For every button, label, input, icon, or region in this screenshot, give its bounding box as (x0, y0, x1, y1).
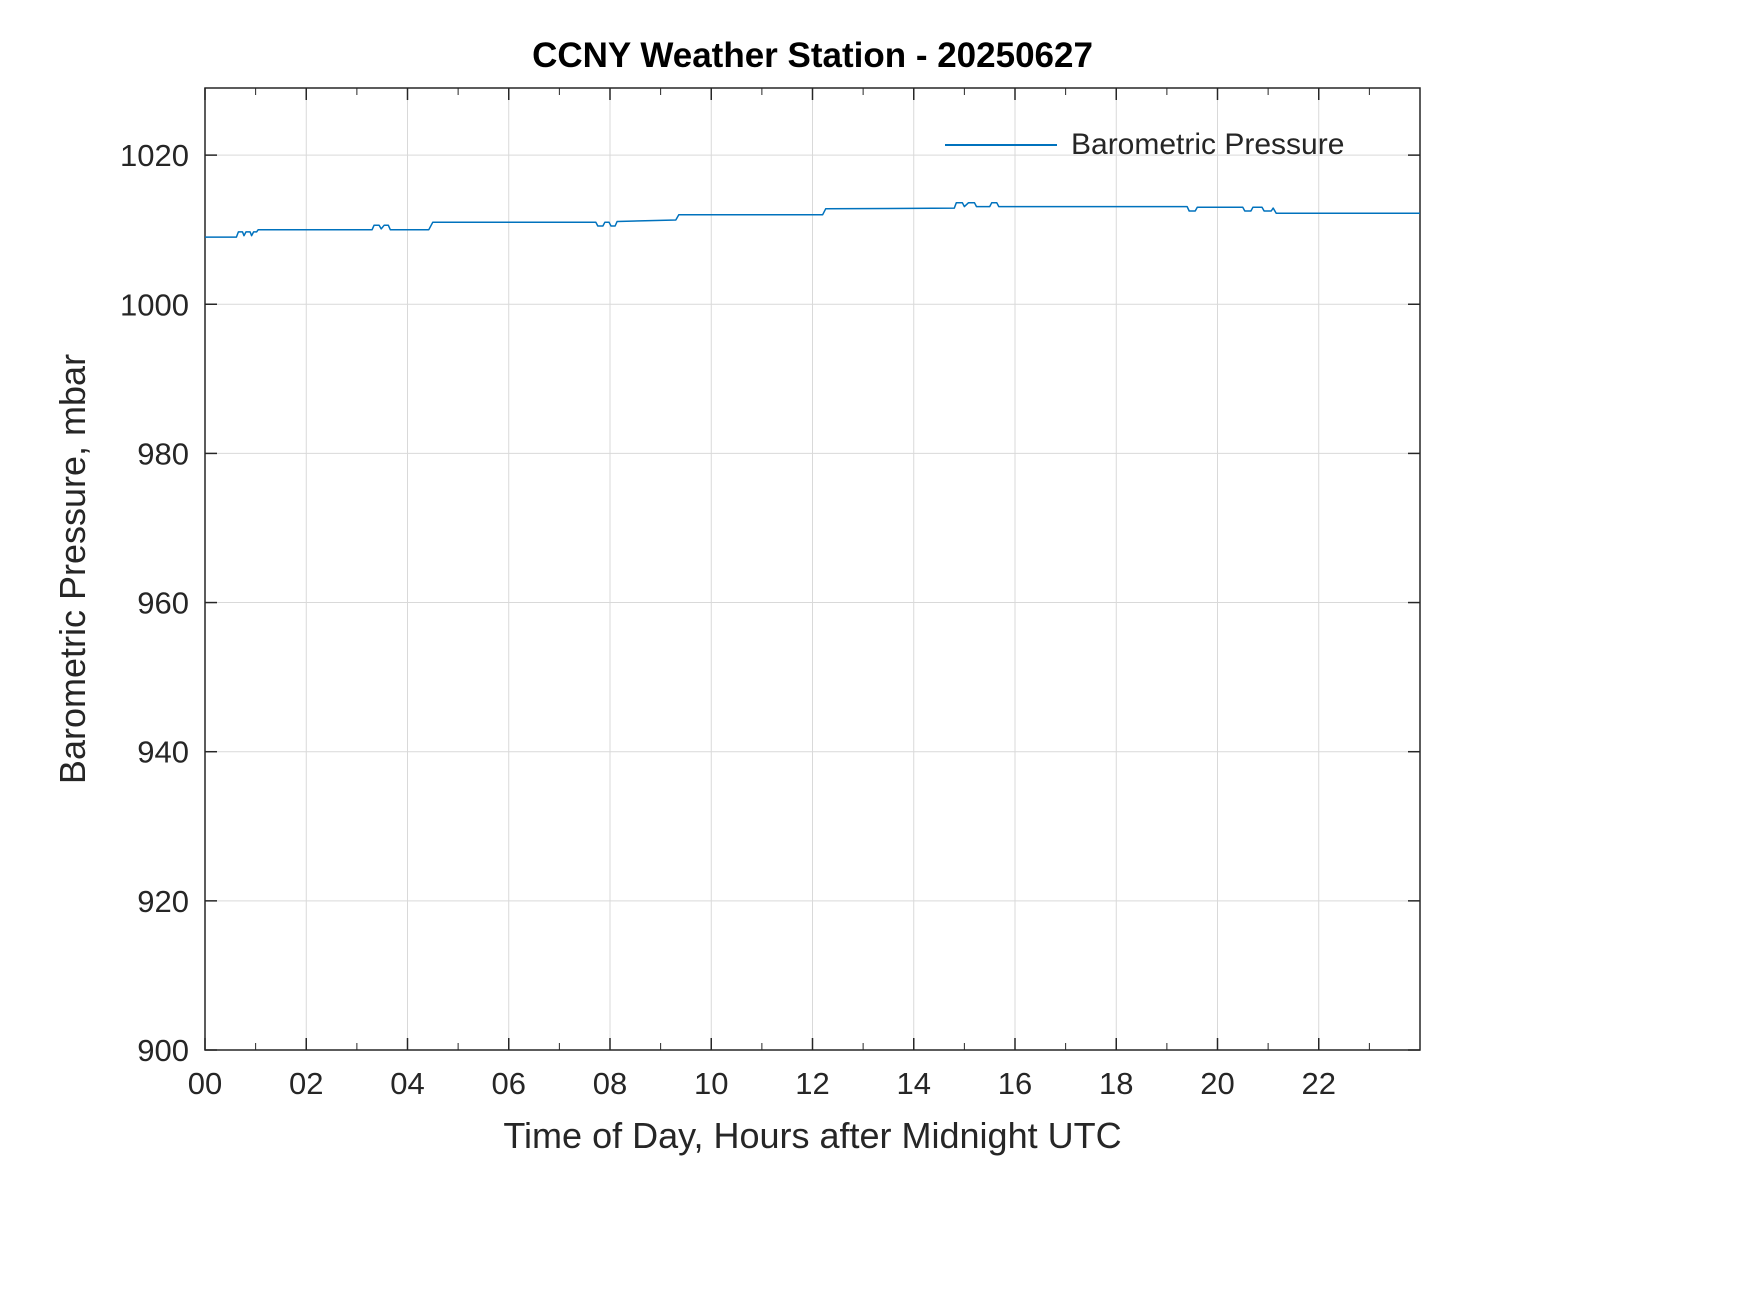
y-tick-label: 900 (137, 1033, 189, 1068)
x-tick-label: 04 (390, 1066, 424, 1101)
x-tick-label: 22 (1302, 1066, 1336, 1101)
x-tick-label: 12 (795, 1066, 829, 1101)
x-tick-label: 00 (188, 1066, 222, 1101)
x-tick-label: 06 (492, 1066, 526, 1101)
x-tick-label: 18 (1099, 1066, 1133, 1101)
pressure-series-line (205, 202, 1420, 238)
x-tick-label: 14 (897, 1066, 931, 1101)
legend: Barometric Pressure (945, 128, 1344, 162)
y-tick-label: 920 (137, 884, 189, 919)
y-tick-label: 940 (137, 735, 189, 770)
y-tick-label: 980 (137, 436, 189, 471)
legend-line-sample (945, 144, 1057, 146)
y-tick-label: 1000 (120, 287, 189, 322)
x-tick-label: 16 (998, 1066, 1032, 1101)
y-tick-label: 960 (137, 586, 189, 621)
x-tick-label: 20 (1200, 1066, 1234, 1101)
x-tick-label: 10 (694, 1066, 728, 1101)
x-tick-label: 08 (593, 1066, 627, 1101)
x-tick-label: 02 (289, 1066, 323, 1101)
chart-title: CCNY Weather Station - 20250627 (532, 36, 1093, 75)
legend-label: Barometric Pressure (1071, 128, 1345, 161)
y-axis-label: Barometric Pressure, mbar (52, 353, 93, 785)
y-tick-label: 1020 (120, 138, 189, 173)
x-axis-label: Time of Day, Hours after Midnight UTC (503, 1115, 1122, 1156)
